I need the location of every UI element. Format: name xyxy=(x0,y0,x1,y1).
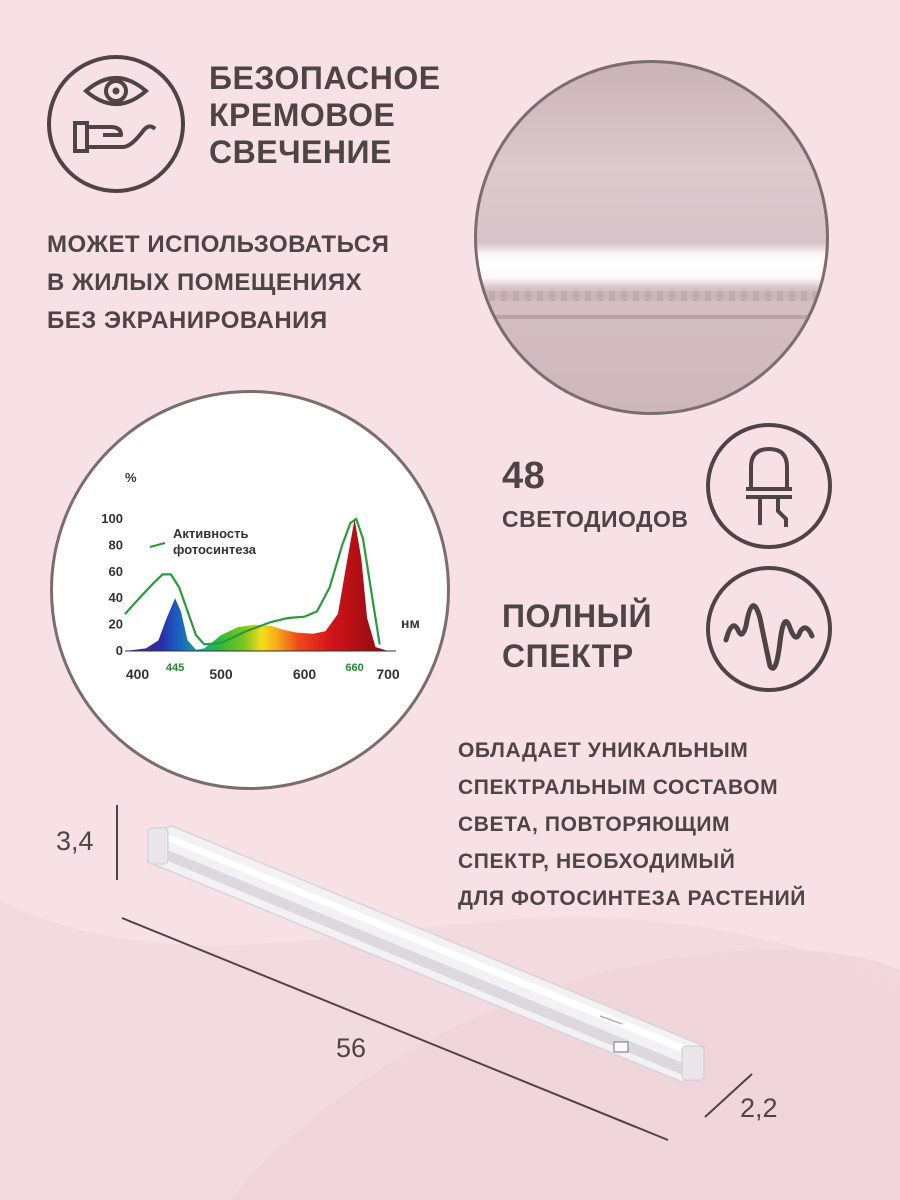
description: ОБЛАДАЕТ УНИКАЛЬНЫМ СПЕКТРАЛЬНЫМ СОСТАВО… xyxy=(458,732,806,917)
wave-icon xyxy=(706,566,832,692)
lamp-led-strip xyxy=(477,291,826,301)
safe-glow-line-2: КРЕМОВОЕ xyxy=(209,97,396,133)
safe-glow-line-3: СВЕЧЕНИЕ xyxy=(209,134,392,170)
y-tick-label: 0 xyxy=(116,643,123,658)
dimension-height: 3,4 xyxy=(56,826,94,856)
led-count: 48 xyxy=(502,455,545,498)
residential-line-3: БЕЗ ЭКРАНИРОВАНИЯ xyxy=(47,307,328,334)
full-spectrum-line-2: СПЕКТР xyxy=(502,638,634,674)
legend-line-1: Активность xyxy=(173,526,249,541)
description-line-5: ДЛЯ ФОТОСИНТЕЗА РАСТЕНИЙ xyxy=(458,887,806,910)
dimension-depth: 2,2 xyxy=(740,1093,778,1123)
x-tick-label: 700 xyxy=(376,666,400,682)
residential-line-2: В ЖИЛЫХ ПОМЕЩЕНИЯХ xyxy=(47,269,363,296)
spectrum-chart-svg: 0 20 40 60 80 100 400 500 600 700 445 660 xyxy=(101,511,400,682)
y-tick-label: 20 xyxy=(109,617,123,632)
residential-text: МОЖЕТ ИСПОЛЬЗОВАТЬСЯ В ЖИЛЫХ ПОМЕЩЕНИЯХ … xyxy=(47,226,389,340)
y-tick-label: 80 xyxy=(109,537,123,552)
led-label-text: СВЕТОДИОДОВ xyxy=(502,506,689,532)
full-spectrum-title: ПОЛНЫЙ СПЕКТР xyxy=(502,596,652,676)
lamp-closeup-image xyxy=(474,60,829,415)
x-tick-label: 600 xyxy=(293,666,317,682)
description-line-1: ОБЛАДАЕТ УНИКАЛЬНЫМ xyxy=(458,739,749,762)
description-line-4: СПЕКТР, НЕОБХОДИМЫЙ xyxy=(458,850,736,873)
y-tick-label: 100 xyxy=(101,511,123,526)
legend: Активность фотосинтеза xyxy=(173,526,256,558)
lamp-edge xyxy=(477,315,826,319)
legend-swatch xyxy=(149,542,166,548)
lamp-glow xyxy=(477,243,826,289)
led-label: СВЕТОДИОДОВ xyxy=(502,506,689,533)
dimension-length: 56 xyxy=(336,1033,367,1063)
residential-line-1: МОЖЕТ ИСПОЛЬЗОВАТЬСЯ xyxy=(47,231,390,258)
led-count-value: 48 xyxy=(502,455,546,497)
eye-hand-icon xyxy=(47,55,185,193)
full-spectrum-line-1: ПОЛНЫЙ xyxy=(502,598,652,634)
x-tick-label: 500 xyxy=(209,666,233,682)
safe-glow-line-1: БЕЗОПАСНОЕ xyxy=(209,60,441,96)
y-axis-label: % xyxy=(125,470,137,485)
x-axis-label: нм xyxy=(401,615,420,631)
legend-line-2: фотосинтеза xyxy=(173,542,256,557)
activity-line xyxy=(124,517,381,646)
spectrum-chart: 0 20 40 60 80 100 400 500 600 700 445 660 % нм Акти… xyxy=(50,390,450,790)
peak-label: 660 xyxy=(345,662,363,674)
y-tick-label: 60 xyxy=(109,564,123,579)
peak-label: 445 xyxy=(166,662,184,674)
description-line-3: СВЕТА, ПОВТОРЯЮЩИМ xyxy=(458,813,731,836)
spectrum-area xyxy=(125,519,388,651)
y-tick-label: 40 xyxy=(109,590,123,605)
description-line-2: СПЕКТРАЛЬНЫМ СОСТАВОМ xyxy=(458,776,779,799)
led-icon xyxy=(706,423,832,549)
x-tick-label: 400 xyxy=(126,666,150,682)
safe-glow-title: БЕЗОПАСНОЕ КРЕМОВОЕ СВЕЧЕНИЕ xyxy=(209,60,441,171)
